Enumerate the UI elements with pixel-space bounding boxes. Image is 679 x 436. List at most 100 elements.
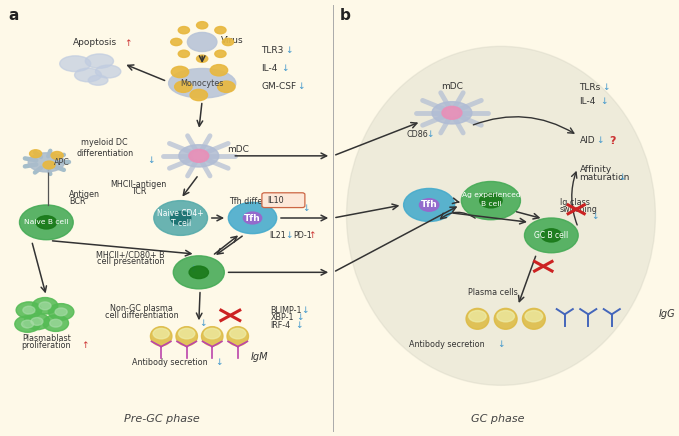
Text: ↓: ↓ [297, 82, 305, 91]
Text: Non-GC plasma: Non-GC plasma [110, 304, 173, 313]
Text: Antibody secretion: Antibody secretion [132, 358, 207, 367]
Text: TCR: TCR [130, 187, 146, 196]
Ellipse shape [88, 75, 108, 85]
Circle shape [189, 266, 208, 279]
Ellipse shape [466, 308, 489, 329]
Text: switching: switching [560, 205, 598, 214]
Circle shape [243, 212, 261, 224]
Circle shape [50, 319, 62, 327]
Text: myeloid DC
differentiation: myeloid DC differentiation [76, 138, 133, 158]
Text: ↓: ↓ [295, 321, 302, 330]
Text: Tfh: Tfh [244, 214, 261, 222]
Text: GM-CSF: GM-CSF [261, 82, 296, 91]
Text: maturation: maturation [580, 173, 630, 182]
Text: IL-4: IL-4 [580, 97, 596, 106]
Text: ?: ? [609, 136, 616, 146]
Text: BLIMP-1: BLIMP-1 [271, 306, 302, 315]
Text: cell presentation: cell presentation [96, 257, 164, 266]
Text: mDC: mDC [227, 145, 249, 154]
Text: ↓: ↓ [591, 212, 599, 221]
Circle shape [173, 256, 224, 289]
Text: Ig class: Ig class [560, 198, 590, 207]
Text: TLR3: TLR3 [261, 46, 284, 55]
Text: ↑: ↑ [81, 341, 89, 350]
Text: MHCII-antigen: MHCII-antigen [110, 180, 166, 189]
Text: b: b [340, 8, 350, 24]
Circle shape [43, 315, 69, 331]
Circle shape [230, 328, 246, 339]
Text: T cell: T cell [170, 219, 191, 228]
Text: XBP-1: XBP-1 [271, 313, 294, 323]
Ellipse shape [176, 327, 198, 346]
Text: Pre-GC phase: Pre-GC phase [124, 414, 200, 424]
Circle shape [228, 202, 276, 234]
Text: ↓: ↓ [596, 136, 604, 145]
Text: ↓: ↓ [285, 231, 292, 240]
Ellipse shape [522, 308, 545, 329]
Ellipse shape [227, 327, 249, 346]
Circle shape [170, 38, 182, 46]
Text: TLRs: TLRs [580, 83, 601, 92]
Circle shape [43, 161, 55, 169]
Circle shape [55, 308, 67, 316]
Circle shape [179, 328, 195, 339]
Text: Ag experienced: Ag experienced [462, 192, 520, 198]
Text: IL21: IL21 [270, 231, 286, 240]
Circle shape [175, 81, 192, 92]
Circle shape [217, 81, 235, 92]
Text: Naive B cell: Naive B cell [24, 219, 69, 225]
Circle shape [497, 310, 515, 322]
Circle shape [403, 188, 455, 221]
Text: ↓: ↓ [600, 97, 607, 106]
Circle shape [442, 106, 462, 119]
Circle shape [31, 317, 43, 325]
Text: ↓: ↓ [189, 265, 196, 274]
Circle shape [223, 38, 234, 46]
Text: Virus: Virus [221, 36, 244, 45]
Circle shape [24, 313, 50, 330]
Text: MHCII+/CD80+ B: MHCII+/CD80+ B [96, 250, 164, 259]
Text: IgG: IgG [659, 310, 676, 320]
Text: Monocytes: Monocytes [181, 79, 224, 88]
Text: ↓: ↓ [602, 83, 610, 92]
Text: ↑: ↑ [308, 231, 316, 240]
Text: ↓: ↓ [281, 64, 289, 72]
Text: Tfh differentiation: Tfh differentiation [229, 197, 301, 206]
Text: BCR: BCR [69, 197, 86, 205]
FancyBboxPatch shape [262, 193, 305, 208]
Circle shape [51, 151, 63, 159]
Ellipse shape [494, 308, 517, 329]
Text: a: a [9, 8, 19, 24]
Text: ↓: ↓ [199, 319, 206, 328]
Text: ↑: ↑ [282, 196, 289, 204]
Circle shape [153, 328, 169, 339]
Circle shape [179, 50, 189, 58]
Circle shape [15, 316, 40, 332]
Circle shape [33, 297, 58, 314]
Text: Affinity: Affinity [580, 165, 612, 174]
Text: cell differentiation: cell differentiation [105, 311, 179, 320]
Circle shape [479, 193, 502, 208]
Circle shape [541, 229, 562, 242]
Text: APC: APC [54, 158, 71, 167]
Text: ↓: ↓ [619, 173, 626, 182]
Circle shape [187, 32, 217, 51]
Circle shape [215, 27, 226, 34]
Circle shape [22, 320, 33, 328]
Text: ↓: ↓ [498, 341, 505, 349]
Text: ↓: ↓ [426, 130, 433, 139]
Ellipse shape [86, 54, 113, 68]
Circle shape [30, 150, 41, 157]
Ellipse shape [168, 68, 236, 98]
Text: Antigen: Antigen [69, 190, 100, 198]
Text: ↓: ↓ [215, 358, 223, 367]
Text: GC phase: GC phase [471, 414, 524, 424]
Circle shape [23, 306, 35, 314]
Circle shape [469, 310, 486, 322]
Text: Naive CD4+: Naive CD4+ [158, 209, 204, 218]
Text: IRF-4: IRF-4 [271, 321, 291, 330]
Ellipse shape [96, 65, 121, 78]
Circle shape [210, 65, 227, 76]
Ellipse shape [202, 327, 223, 346]
Circle shape [204, 328, 220, 339]
